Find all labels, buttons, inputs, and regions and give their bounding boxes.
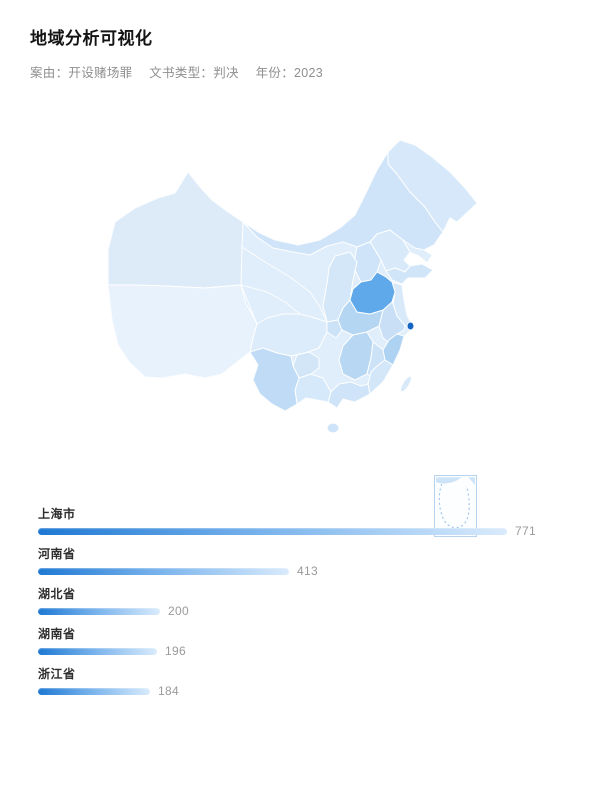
- province-shandong[interactable]: [385, 263, 434, 285]
- bar-track: 771: [38, 524, 570, 538]
- bar-hunan[interactable]: [38, 647, 157, 655]
- region-label: 河南省: [38, 547, 76, 561]
- province-hunan[interactable]: [338, 331, 374, 381]
- province-hainan[interactable]: [326, 422, 340, 434]
- bar-track: 196: [38, 644, 570, 658]
- bar-track: 413: [38, 564, 570, 578]
- page-header: 地域分析可视化 案由：开设赌场罪 文书类型：判决 年份：2023: [30, 24, 336, 81]
- filter-cause: 案由：开设赌场罪: [30, 66, 132, 80]
- filter-year-label: 年份: [255, 66, 282, 80]
- province-taiwan[interactable]: [399, 375, 414, 394]
- bar-value: 184: [158, 684, 179, 698]
- bar-row-hubei: 湖北省 200: [38, 585, 570, 625]
- inset-corner-island: [468, 477, 476, 486]
- region-label: 上海市: [38, 507, 76, 521]
- bar-hubei[interactable]: [38, 607, 160, 615]
- inset-coastline: [435, 477, 462, 484]
- filter-summary: 案由：开设赌场罪 文书类型：判决 年份：2023: [30, 62, 336, 81]
- page-title: 地域分析可视化: [30, 29, 153, 48]
- province-xinjiang[interactable]: [108, 171, 244, 289]
- bar-shanghai[interactable]: [38, 527, 507, 535]
- filter-cause-value: 开设赌场罪: [68, 66, 133, 80]
- province-border-qinghai: [240, 284, 301, 325]
- province-border-gansu-north: [241, 246, 328, 323]
- bar-track: 184: [38, 684, 570, 698]
- region-label: 湖北省: [38, 587, 76, 601]
- colon: ：: [281, 66, 295, 80]
- filter-year-value: 2023: [294, 66, 324, 80]
- bar-value: 196: [165, 644, 186, 658]
- bar-zhejiang[interactable]: [38, 687, 150, 695]
- province-shanghai-highlighted[interactable]: [406, 321, 415, 331]
- bar-row-zhejiang: 浙江省 184: [38, 665, 570, 705]
- filter-doctype: 文书类型：判决: [149, 66, 239, 80]
- bar-henan[interactable]: [38, 567, 289, 575]
- bar-value: 771: [515, 524, 536, 538]
- filter-doctype-label: 文书类型: [149, 66, 201, 80]
- china-choropleth-map: [0, 100, 600, 537]
- province-henan-highlighted[interactable]: [349, 271, 396, 315]
- south-china-sea-inset: [434, 475, 477, 537]
- province-yunnan[interactable]: [249, 347, 300, 411]
- bar-value: 413: [297, 564, 318, 578]
- province-chongqing[interactable]: [326, 319, 343, 339]
- bar-track: 200: [38, 604, 570, 618]
- colon: ：: [55, 66, 69, 80]
- region-label: 湖南省: [38, 627, 76, 641]
- region-bar-chart: 上海市 771 河南省 413 湖北省 200 湖南省 196: [38, 505, 570, 705]
- bar-row-hunan: 湖南省 196: [38, 625, 570, 665]
- colon: ：: [200, 66, 214, 80]
- bar-row-shanghai: 上海市 771: [38, 505, 570, 545]
- nine-dash-line-map: [435, 477, 476, 529]
- filter-year: 年份：2023: [256, 66, 323, 80]
- region-label: 浙江省: [38, 667, 76, 681]
- filter-cause-label: 案由: [30, 66, 56, 80]
- filter-doctype-value: 判决: [213, 66, 239, 80]
- province-tibet[interactable]: [108, 284, 258, 379]
- china-map-svg: [108, 140, 477, 434]
- bar-value: 200: [168, 604, 189, 618]
- bar-row-henan: 河南省 413: [38, 545, 570, 585]
